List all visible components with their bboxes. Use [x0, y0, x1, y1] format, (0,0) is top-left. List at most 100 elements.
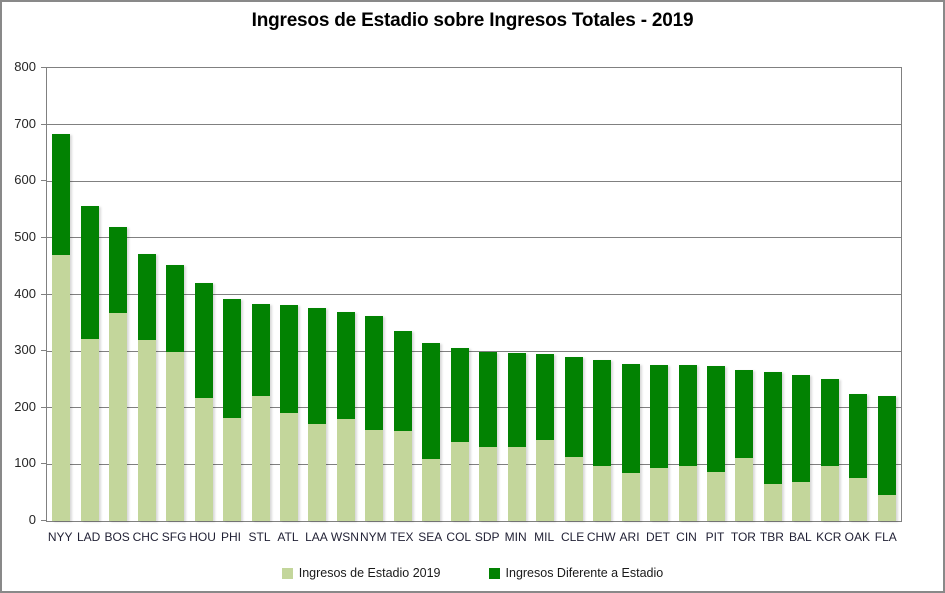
bar-segment-other-CHW: [593, 359, 612, 467]
y-tick-500: [41, 236, 46, 238]
plot-area: [46, 67, 902, 522]
y-tick-800: [41, 67, 46, 68]
bar-segment-stadium-BOS: [109, 313, 128, 521]
bar-segment-other-CLE: [564, 356, 583, 458]
bar-segment-stadium-DET: [650, 468, 669, 521]
bar-segment-stadium-ATL: [279, 413, 298, 521]
x-label-PHI: PHI: [221, 530, 242, 544]
bar-SFG: [166, 265, 185, 521]
y-label-800: 800: [14, 59, 36, 74]
x-label-NYY: NYY: [47, 530, 73, 544]
bar-segment-stadium-MIN: [507, 446, 526, 521]
bar-segment-stadium-COL: [450, 441, 469, 521]
bar-segment-stadium-BAL: [792, 481, 811, 521]
bar-TOR: [735, 370, 754, 521]
y-tick-200: [41, 406, 46, 408]
x-label-BOS: BOS: [104, 530, 130, 544]
x-label-LAD: LAD: [77, 530, 101, 544]
x-label-ATL: ATL: [277, 530, 299, 544]
y-tick-0: [41, 520, 46, 521]
legend-label-0: Ingresos de Estadio 2019: [298, 566, 441, 580]
chart-title: Ingresos de Estadio sobre Ingresos Total…: [251, 10, 694, 31]
bar-KCR: [820, 378, 839, 521]
bar-segment-stadium-SFG: [166, 351, 185, 521]
y-tick-400: [41, 293, 46, 295]
gridline-300: [47, 350, 901, 352]
bar-segment-other-LAD: [80, 206, 99, 340]
bar-NYM: [365, 316, 384, 521]
bar-segment-other-PHI: [223, 299, 242, 418]
y-label-500: 500: [14, 228, 36, 244]
bar-segment-other-STL: [251, 304, 270, 397]
x-label-MIN: MIN: [504, 530, 527, 544]
bar-TEX: [393, 330, 412, 521]
y-tick-300: [41, 350, 46, 352]
x-label-STL: STL: [248, 530, 271, 544]
x-label-KCR: KCR: [816, 530, 842, 544]
bar-segment-stadium-PHI: [223, 417, 242, 521]
gridline-700: [47, 124, 901, 126]
bar-FLA: [877, 395, 896, 521]
bar-segment-other-TEX: [393, 330, 412, 431]
legend-swatch-stadium: [281, 567, 293, 579]
bar-segment-stadium-PIT: [706, 472, 725, 521]
bar-segment-other-SDP: [479, 351, 498, 448]
x-label-OAK: OAK: [844, 530, 870, 544]
bar-segment-other-PIT: [706, 366, 725, 473]
x-label-SDP: SDP: [474, 530, 500, 544]
bar-segment-other-SEA: [422, 342, 441, 459]
gridline-400: [47, 294, 901, 295]
bar-DET: [650, 364, 669, 521]
bar-NYY: [52, 134, 71, 521]
y-label-300: 300: [14, 342, 36, 358]
bar-segment-stadium-STL: [251, 396, 270, 521]
bar-segment-stadium-CHW: [593, 466, 612, 521]
bar-LAD: [80, 206, 99, 521]
bar-CIN: [678, 364, 697, 521]
bar-CHC: [137, 254, 156, 521]
bar-SEA: [422, 342, 441, 521]
y-label-200: 200: [14, 398, 36, 414]
bar-BOS: [109, 227, 128, 521]
bar-segment-stadium-LAD: [80, 339, 99, 521]
bar-segment-other-CHC: [137, 254, 156, 340]
bar-segment-other-OAK: [849, 393, 868, 478]
y-label-700: 700: [14, 115, 36, 131]
x-label-WSN: WSN: [330, 530, 359, 544]
x-label-CLE: CLE: [560, 530, 585, 544]
bar-PIT: [706, 366, 725, 521]
bar-segment-other-SFG: [166, 265, 185, 352]
y-tick-600: [41, 180, 46, 182]
x-label-CIN: CIN: [676, 530, 697, 544]
bar-COL: [450, 347, 469, 521]
bar-segment-stadium-LAA: [308, 423, 327, 521]
bar-segment-stadium-SDP: [479, 447, 498, 521]
legend-swatch-other: [488, 567, 500, 579]
gridline-200: [47, 407, 901, 409]
bar-CHW: [593, 359, 612, 521]
bar-segment-other-ARI: [621, 364, 640, 473]
y-label-100: 100: [14, 455, 36, 471]
bar-segment-other-BAL: [792, 375, 811, 482]
bar-segment-other-TBR: [763, 371, 782, 484]
bar-segment-stadium-CIN: [678, 465, 697, 521]
bar-STL: [251, 304, 270, 521]
bar-segment-other-LAA: [308, 307, 327, 424]
bar-WSN: [336, 312, 355, 521]
y-label-400: 400: [14, 285, 36, 301]
bar-segment-stadium-HOU: [194, 397, 213, 521]
y-label-0: 0: [28, 512, 36, 527]
x-label-BAL: BAL: [789, 530, 812, 544]
bar-segment-other-COL: [450, 347, 469, 442]
gridline-100: [47, 463, 901, 465]
bar-MIL: [536, 353, 555, 521]
x-label-CHW: CHW: [586, 530, 616, 544]
x-label-SEA: SEA: [418, 530, 443, 544]
bar-LAA: [308, 307, 327, 521]
bar-segment-stadium-NYY: [52, 254, 71, 521]
bar-segment-stadium-SEA: [422, 458, 441, 521]
x-label-PIT: PIT: [705, 530, 725, 544]
bar-CLE: [564, 356, 583, 521]
x-label-CHC: CHC: [132, 530, 159, 544]
x-label-TEX: TEX: [390, 530, 414, 544]
